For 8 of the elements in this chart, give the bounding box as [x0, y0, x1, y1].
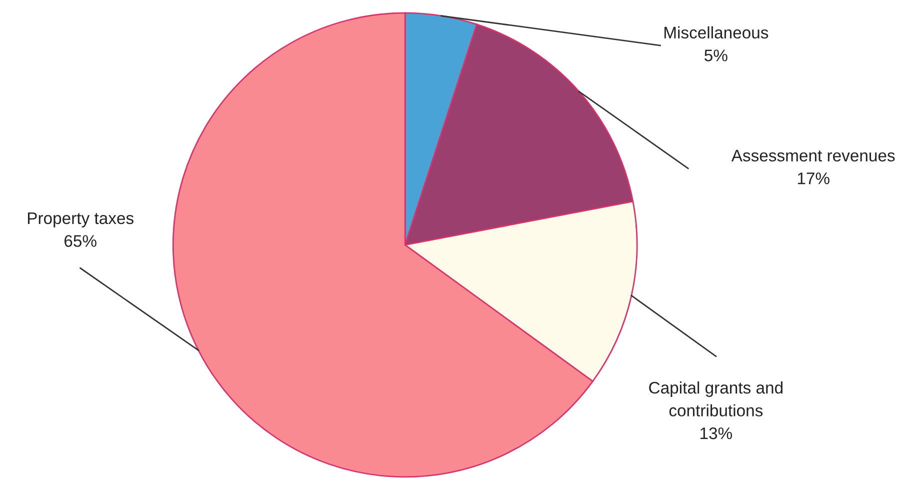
slice-label: Assessment revenues: [731, 150, 895, 162]
data-label: 5%: [704, 50, 728, 62]
data-label: 17%: [798, 172, 830, 184]
slice-label: Property taxes: [28, 212, 134, 228]
slice-label: Capital grants and contributions: [649, 381, 782, 416]
data-label: 13%: [700, 427, 732, 440]
slice-label: Miscellaneous: [664, 26, 768, 39]
data-label: 65%: [64, 235, 96, 247]
